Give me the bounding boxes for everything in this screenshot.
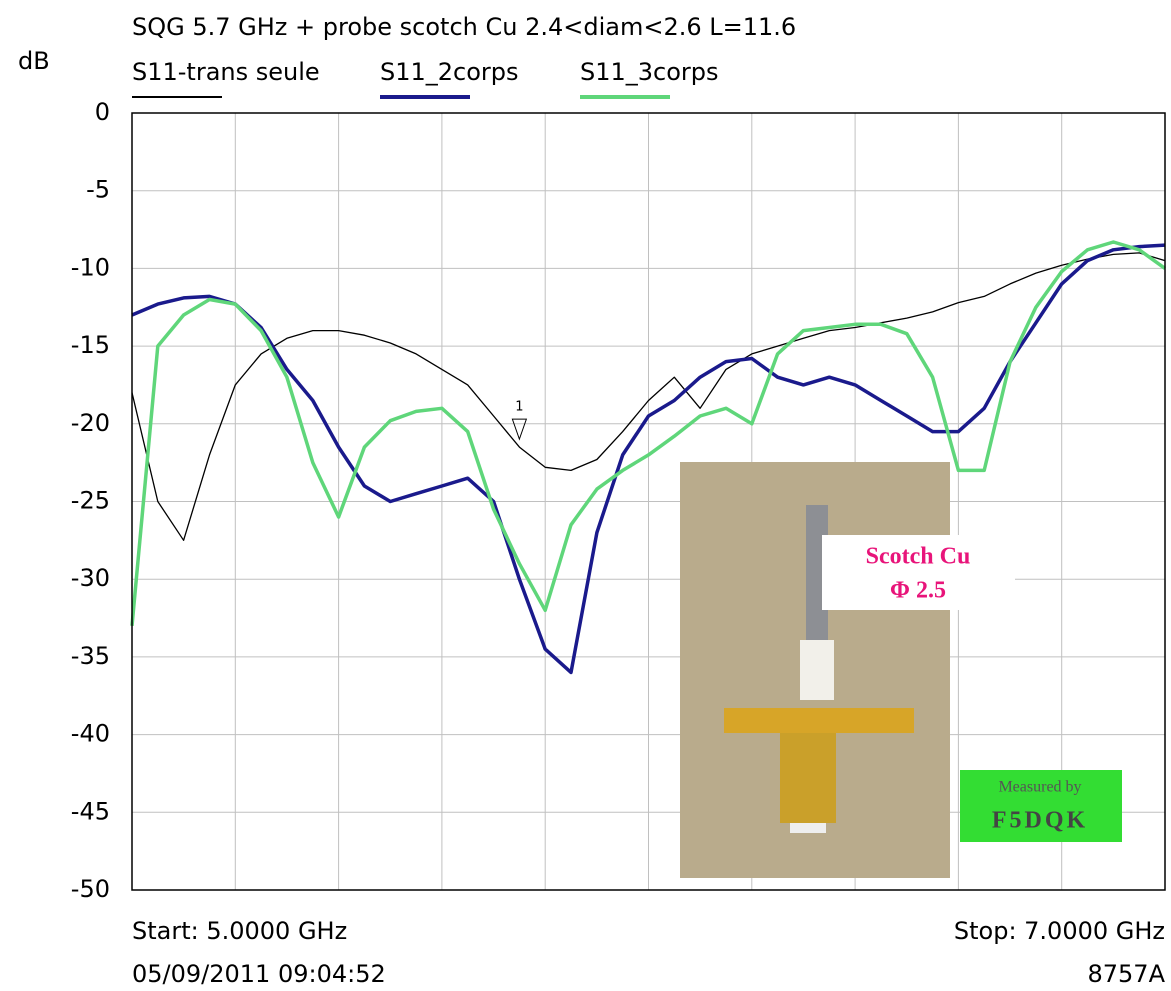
marker-label: 1 bbox=[515, 400, 523, 415]
series-line bbox=[131, 252, 1166, 541]
y-tick-label: -20 bbox=[71, 409, 110, 437]
y-tick-label: -30 bbox=[71, 564, 110, 592]
y-tick-label: 0 bbox=[95, 98, 110, 126]
y-tick-label: -45 bbox=[71, 797, 110, 825]
legend-label: S11_2corps bbox=[380, 58, 519, 86]
y-tick-label: -50 bbox=[71, 875, 110, 903]
start-label: Start: 5.0000 GHz bbox=[132, 917, 347, 945]
inset-label: Φ 2.5 bbox=[890, 578, 946, 604]
y-tick-label: -10 bbox=[71, 253, 110, 281]
y-tick-label: -5 bbox=[86, 176, 110, 204]
photo-inset bbox=[680, 462, 950, 878]
y-tick-label: -15 bbox=[71, 331, 110, 359]
connector-tip bbox=[790, 823, 826, 833]
series-line bbox=[130, 240, 1167, 626]
plot-frame bbox=[131, 112, 1166, 891]
y-axis-label: dB bbox=[18, 47, 50, 75]
connector-thread bbox=[780, 733, 836, 823]
legend-label: S11-trans seule bbox=[132, 58, 320, 86]
chart-title: SQG 5.7 GHz + probe scotch Cu 2.4<diam<2… bbox=[132, 13, 796, 41]
timestamp: 05/09/2011 09:04:52 bbox=[132, 960, 386, 988]
inset-label-box bbox=[822, 535, 1015, 610]
y-tick-label: -40 bbox=[71, 720, 110, 748]
instrument: 8757A bbox=[1088, 960, 1166, 988]
y-tick-label: -35 bbox=[71, 642, 110, 670]
insulator bbox=[800, 640, 834, 700]
marker bbox=[511, 418, 528, 441]
badge-text: Measured by bbox=[998, 779, 1081, 796]
stop-label: Stop: 7.0000 GHz bbox=[954, 917, 1165, 945]
y-tick-label: -25 bbox=[71, 487, 110, 515]
flange bbox=[724, 708, 914, 733]
badge bbox=[960, 770, 1122, 842]
legend-label: S11_3corps bbox=[580, 58, 719, 86]
plot-area bbox=[130, 112, 1167, 891]
inset-label: Scotch Cu bbox=[866, 544, 971, 570]
badge-text: F5DQK bbox=[992, 808, 1088, 834]
series-line bbox=[131, 243, 1166, 675]
